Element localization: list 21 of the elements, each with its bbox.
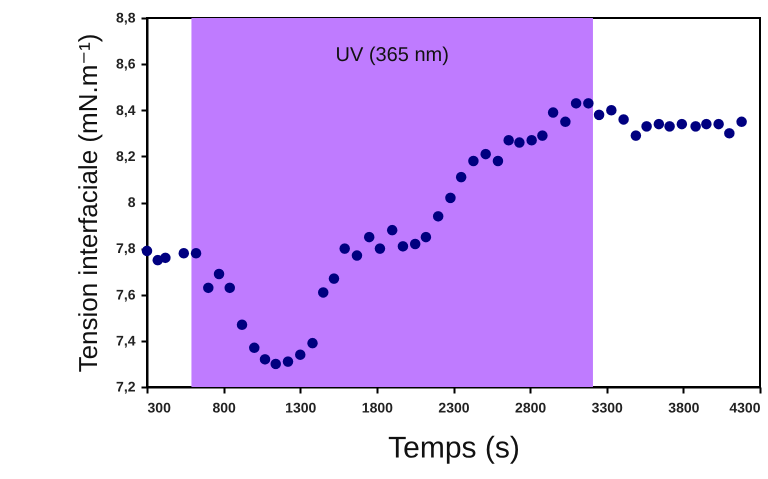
y-tick-label: 8,6 — [116, 56, 136, 72]
x-tick-label: 300 — [148, 400, 172, 416]
x-tick-label: 1300 — [285, 400, 317, 416]
y-tick-label: 7,8 — [116, 240, 136, 256]
x-tick-label: 4300 — [729, 400, 761, 416]
y-axis-title: Tension interfaciale (mN.m⁻¹) — [73, 34, 104, 372]
x-tick-label: 2300 — [438, 400, 470, 416]
x-tick-label: 3300 — [592, 400, 624, 416]
x-tick-label: 800 — [212, 400, 236, 416]
x-tick-label: 3800 — [668, 400, 700, 416]
y-tick-label: 7,6 — [116, 286, 136, 302]
y-tick-label: 7,4 — [116, 332, 136, 348]
y-tick-label: 8,4 — [116, 102, 136, 118]
y-tick-label: 8 — [128, 194, 136, 210]
x-tick-label: 2800 — [515, 400, 546, 416]
band-label: UV (365 nm) — [336, 44, 449, 66]
x-axis-title: Temps (s) — [388, 432, 520, 464]
x-tick-label: 1800 — [362, 400, 394, 416]
y-tick-label: 8,8 — [116, 10, 136, 26]
y-tick-label: 7,2 — [116, 378, 136, 394]
y-tick-label: 8,2 — [116, 148, 136, 164]
